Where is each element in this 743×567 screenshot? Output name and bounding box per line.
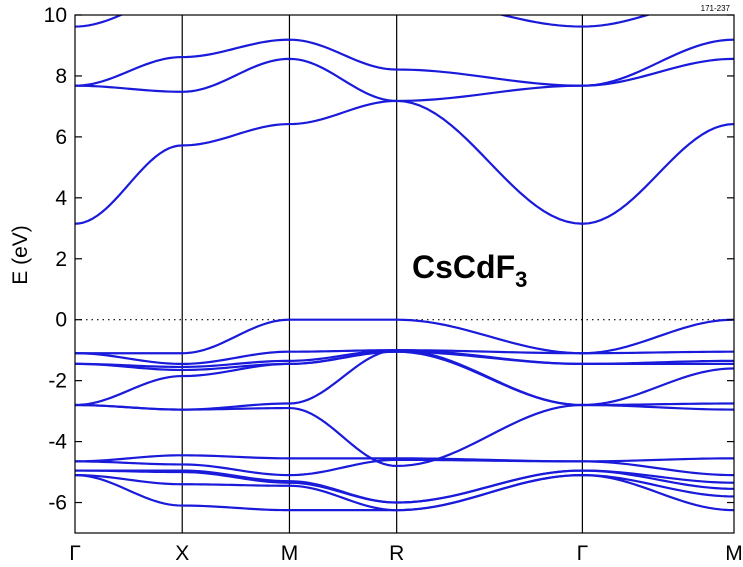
band-line — [75, 57, 734, 103]
band-line — [75, 99, 734, 225]
y-tick-label: 10 — [44, 4, 67, 27]
band-line — [75, 403, 734, 468]
band-line — [75, 349, 734, 365]
compound-label: CsCdF3 — [412, 249, 527, 292]
band-line — [75, 458, 734, 477]
y-tick-label: 2 — [55, 248, 67, 271]
compound-subscript: 3 — [515, 267, 527, 292]
x-tick-label: X — [175, 542, 189, 565]
band-line — [75, 469, 734, 504]
x-tick-label: R — [389, 542, 404, 565]
x-tick-label: Γ — [69, 542, 81, 565]
band-line — [75, 318, 734, 355]
y-tick-label: -6 — [48, 492, 67, 515]
x-tick-label: Γ — [577, 542, 589, 565]
y-axis-title: E (eV) — [9, 225, 32, 285]
band-line — [75, 454, 734, 463]
y-tick-label: 4 — [55, 187, 67, 210]
band-line — [75, 350, 734, 407]
band-line — [75, 38, 734, 87]
y-tick-label: 6 — [55, 126, 67, 149]
plot-frame — [74, 14, 735, 534]
y-tick-label: 8 — [55, 65, 67, 88]
y-tick-label: 0 — [55, 309, 67, 332]
x-tick-label: M — [725, 542, 743, 565]
band-lines — [75, 15, 734, 512]
band-line — [75, 15, 652, 28]
band-line — [75, 474, 734, 512]
y-tick-label: -2 — [48, 370, 67, 393]
x-tick-label: M — [281, 542, 299, 565]
figure-id: 171-237 — [701, 4, 731, 13]
compound-formula: CsCdF — [412, 249, 515, 285]
y-axis-ticks: -6 -4 -2 0 2 4 6 8 10 — [44, 4, 734, 515]
y-tick-label: -4 — [48, 431, 67, 454]
